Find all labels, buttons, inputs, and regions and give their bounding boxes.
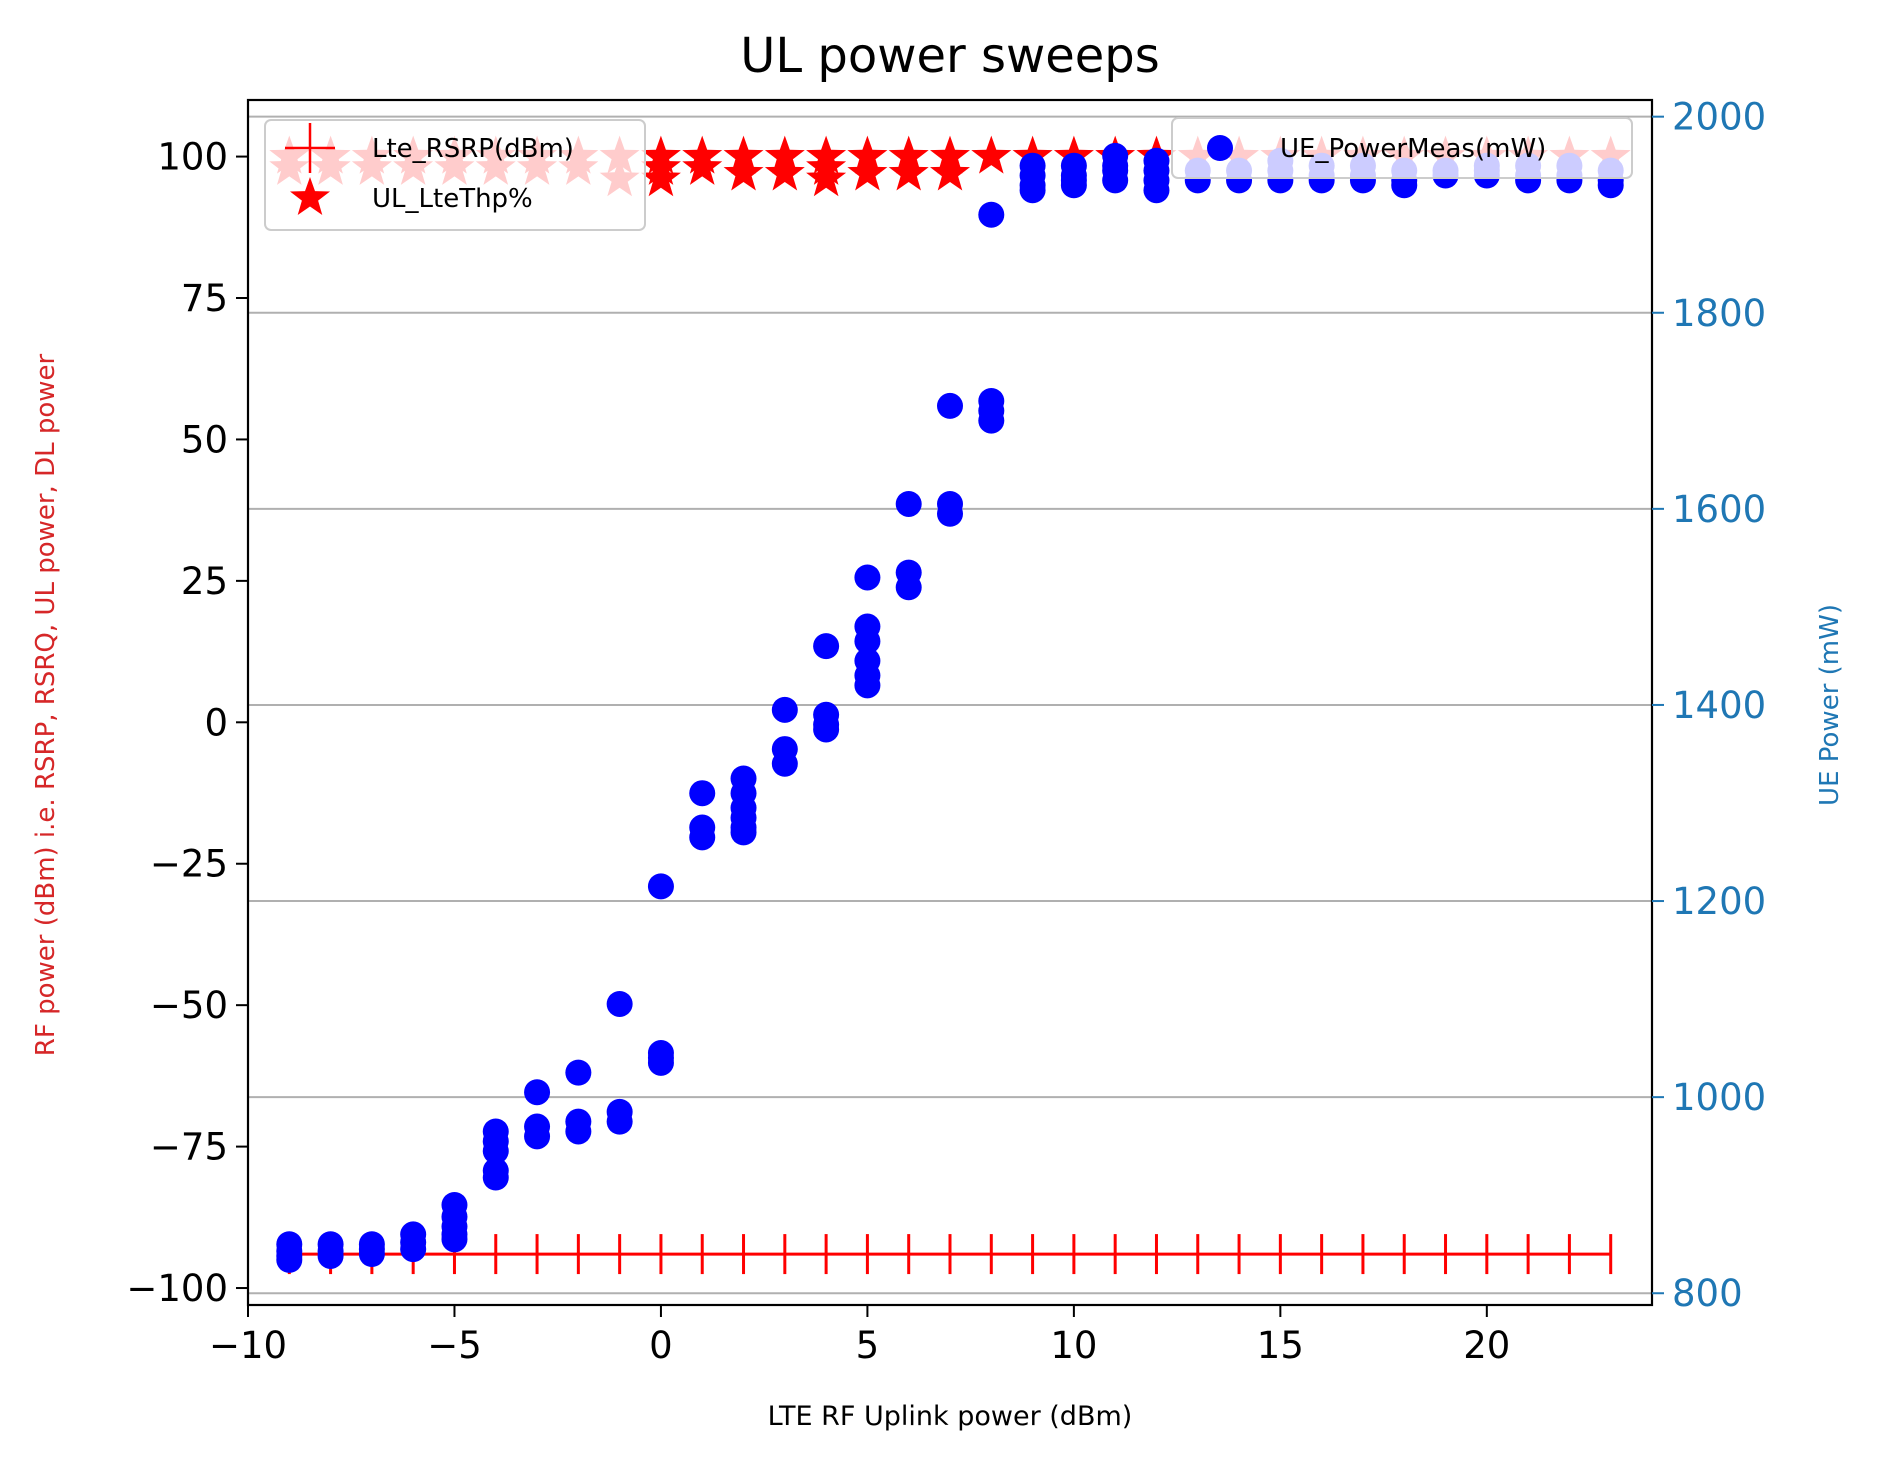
legend-right-box (1171, 117, 1633, 179)
ue-power-point (565, 1118, 592, 1145)
ue-power-point (524, 1123, 551, 1150)
y-right-tick-label: 1400 (1672, 684, 1766, 727)
ue-power-point (276, 1246, 303, 1273)
ue-power-point (524, 1079, 551, 1106)
ue-power-point (606, 990, 633, 1017)
thp-point (847, 152, 888, 191)
x-tick-label: 15 (1257, 1324, 1304, 1367)
x-tick-label: 20 (1463, 1324, 1510, 1367)
thp-point (930, 152, 970, 191)
x-tick-label: −10 (209, 1324, 287, 1367)
x-tick-label: 0 (649, 1324, 673, 1367)
y-left-tick-label: −50 (150, 984, 228, 1027)
ue-power-point (400, 1236, 427, 1263)
legend-left: Lte_RSRP(dBm) UL_LteThp% (264, 119, 646, 231)
ue-power-point (565, 1059, 592, 1086)
ue-power-point (482, 1138, 509, 1165)
ue-power-point (317, 1242, 344, 1269)
ue-power-point (441, 1226, 468, 1253)
legend-thp-swatch (290, 177, 330, 215)
ue-power-point (1143, 177, 1170, 204)
thp-point (806, 158, 847, 197)
ue-power-point (771, 696, 798, 723)
ue-power-point (895, 490, 922, 517)
ue-power-point (895, 574, 922, 601)
legend-rsrp-label: Lte_RSRP(dBm) (372, 134, 574, 164)
y-left-tick-label: −25 (150, 843, 228, 886)
y-left-tick-label: −100 (126, 1267, 228, 1310)
thp-point (641, 158, 681, 197)
thp-point (723, 152, 764, 191)
ue-power-point (482, 1164, 509, 1191)
ue-power-point (854, 564, 881, 591)
x-tick-label: 10 (1050, 1324, 1097, 1367)
y-right-tick-label: 1200 (1672, 880, 1766, 923)
ue-power-point (978, 407, 1005, 434)
y-right-tick-label: 1600 (1672, 488, 1766, 531)
ue-power-point (854, 628, 881, 655)
ue-power-point (647, 1049, 674, 1076)
y-right-tick-label: 2000 (1672, 96, 1766, 139)
ticks: −10 −5 0 5 10 15 20−100−75−50−2502550751008001… (126, 96, 1766, 1367)
ue-power-point (689, 780, 716, 807)
y-axis-label-left: RF power (dBm) i.e. RSRP, RSRQ, UL power… (31, 353, 61, 1056)
legend-ue-power-swatch (1207, 135, 1233, 161)
thp-point (764, 152, 805, 191)
axes-frame (246, 98, 1654, 1307)
ue-power-point (689, 824, 716, 851)
y-left-tick-label: 75 (181, 277, 228, 320)
legend-thp-label: UL_LteThp% (372, 184, 533, 214)
ue-power-point (1019, 177, 1046, 204)
y-left-tick-label: 50 (181, 418, 228, 461)
thp-point (971, 135, 1012, 174)
y-left-tick-label: 25 (181, 560, 228, 603)
ue-power-point (813, 716, 840, 743)
thp-point (682, 146, 723, 185)
y-left-tick-label: 100 (157, 136, 228, 179)
grid (248, 115, 1652, 1295)
legend-right: UE_PowerMeas(mW) (1171, 117, 1633, 179)
x-tick-label: −5 (427, 1324, 482, 1367)
thp-point (888, 152, 929, 191)
legend-left-box (264, 119, 646, 231)
legend-ue-power-label: UE_PowerMeas(mW) (1280, 134, 1546, 164)
y-axis-label-right: UE Power (mW) (1815, 604, 1845, 806)
ue-power-point (937, 392, 963, 419)
x-axis-label: LTE RF Uplink power (dBm) (768, 1401, 1133, 1432)
ue-power-point (854, 672, 881, 699)
x-tick-label: 5 (856, 1324, 880, 1367)
ue-power-point (1060, 172, 1087, 199)
ue-power-point (730, 819, 757, 846)
ue-power-point (978, 201, 1005, 228)
y-right-tick-label: 1800 (1672, 292, 1766, 335)
ue-power-point (358, 1241, 385, 1268)
chart-title: UL power sweeps (740, 28, 1160, 84)
legend-rsrp-swatch (285, 123, 335, 173)
y-right-tick-label: 1000 (1672, 1076, 1766, 1119)
y-right-tick-label: 800 (1672, 1272, 1743, 1315)
ue-power-point (937, 500, 963, 527)
ue-power-point (606, 1108, 633, 1135)
y-left-tick-label: 0 (204, 701, 228, 744)
y-left-tick-label: −75 (150, 1126, 228, 1169)
ue-power-point (1102, 167, 1129, 194)
ue-power-point (771, 750, 798, 777)
ue-power-point (647, 873, 674, 900)
ue-power-point (813, 633, 840, 660)
